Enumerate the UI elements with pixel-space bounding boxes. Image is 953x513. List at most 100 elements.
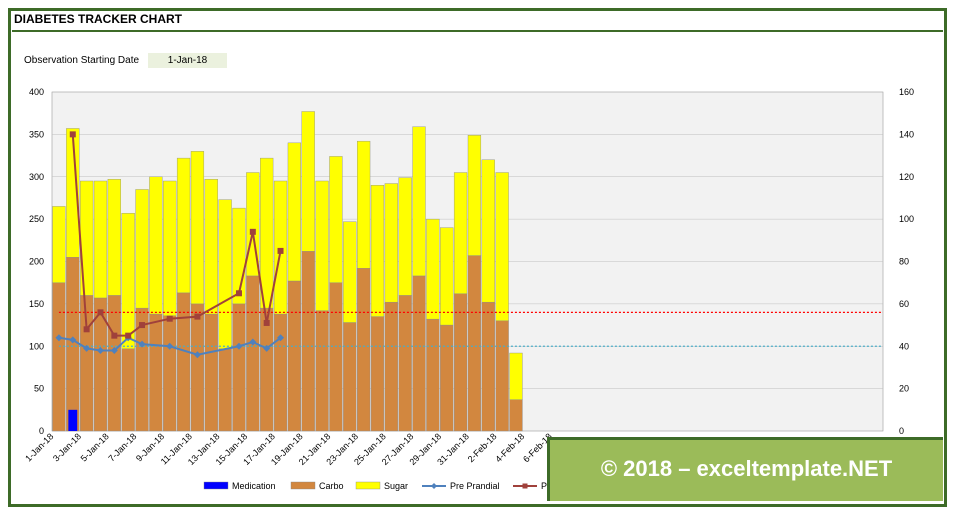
copyright-watermark: © 2018 – exceltemplate.NET bbox=[547, 437, 943, 501]
y-left-tick-label: 350 bbox=[29, 129, 44, 139]
bar-sugar bbox=[495, 172, 509, 322]
bar-sugar bbox=[467, 135, 482, 256]
pre-prandial-point bbox=[235, 342, 243, 350]
pre-prandial-point bbox=[83, 344, 91, 352]
pre-prandial-point bbox=[69, 336, 77, 344]
y-left-tick-label: 400 bbox=[29, 87, 44, 97]
bar-carbo bbox=[412, 275, 426, 432]
post-prandial-point bbox=[166, 315, 173, 322]
y-right-tick-label: 140 bbox=[899, 129, 914, 139]
pre-prandial-point bbox=[96, 346, 104, 354]
bar-carbo bbox=[384, 301, 398, 432]
bar-carbo bbox=[176, 292, 191, 432]
bar-sugar bbox=[315, 180, 329, 311]
bar-carbo bbox=[329, 282, 343, 432]
legend-swatch bbox=[355, 481, 381, 490]
pre-prandial-point bbox=[277, 334, 285, 342]
pre-prandial-point bbox=[263, 344, 271, 352]
y-right-tick-label: 60 bbox=[899, 299, 909, 309]
observation-date-label: Observation Starting Date bbox=[24, 55, 140, 66]
x-tick-label: 7-Jan-18 bbox=[106, 431, 138, 463]
bar-carbo bbox=[204, 313, 218, 432]
legend-swatch bbox=[203, 481, 229, 490]
observation-date-value[interactable]: 1-Jan-18 bbox=[148, 53, 227, 68]
y-left-tick-label: 150 bbox=[29, 299, 44, 309]
bar-sugar bbox=[287, 142, 302, 282]
bar-sugar bbox=[509, 352, 523, 400]
post-prandial-point bbox=[139, 322, 146, 329]
pre-prandial-point bbox=[166, 342, 174, 350]
bar-sugar bbox=[93, 180, 108, 299]
y-right-tick-label: 20 bbox=[899, 384, 909, 394]
bar-carbo bbox=[481, 301, 495, 432]
bar-carbo bbox=[440, 324, 454, 432]
pre-prandial-point bbox=[55, 334, 63, 342]
bar-carbo bbox=[246, 275, 260, 432]
bar-carbo bbox=[315, 310, 329, 432]
title-divider bbox=[12, 30, 943, 32]
bar-carbo bbox=[163, 315, 177, 432]
bar-carbo bbox=[301, 251, 315, 432]
bar-carbo bbox=[273, 313, 288, 432]
post-prandial-point bbox=[83, 326, 90, 333]
bar-sugar bbox=[329, 156, 343, 283]
bar-sugar bbox=[190, 151, 205, 305]
bar-sugar bbox=[384, 183, 398, 303]
bar-carbo bbox=[467, 255, 482, 432]
bar-carbo bbox=[426, 318, 440, 432]
chart-title: DIABETES TRACKER CHART bbox=[14, 12, 182, 26]
bar-carbo bbox=[66, 257, 80, 432]
legend-swatch bbox=[290, 481, 316, 490]
bar-sugar bbox=[301, 111, 315, 252]
pre-prandial-point bbox=[193, 351, 201, 359]
bar-sugar bbox=[412, 126, 426, 277]
bar-carbo bbox=[107, 295, 121, 432]
legend-marker bbox=[522, 483, 528, 489]
bar-carbo bbox=[287, 280, 302, 432]
bar-sugar bbox=[481, 159, 495, 303]
bar-carbo bbox=[52, 282, 66, 432]
post-prandial-point bbox=[249, 228, 256, 235]
x-tick-label: 5-Jan-18 bbox=[79, 431, 111, 463]
bar-sugar bbox=[204, 179, 218, 315]
pre-prandial-point bbox=[138, 340, 146, 348]
bar-sugar bbox=[426, 218, 440, 320]
y-right-tick-label: 120 bbox=[899, 172, 914, 182]
y-right-tick-label: 100 bbox=[899, 214, 914, 224]
post-prandial-point bbox=[125, 332, 132, 339]
legend-label: P bbox=[541, 481, 547, 491]
bar-sugar bbox=[440, 227, 454, 326]
bar-carbo bbox=[509, 399, 523, 432]
legend-label: Sugar bbox=[384, 481, 408, 491]
post-prandial-point bbox=[111, 332, 118, 339]
x-tick-label: 1-Jan-18 bbox=[23, 431, 55, 463]
x-tick-label: 3-Jan-18 bbox=[51, 431, 83, 463]
bar-carbo bbox=[357, 268, 371, 432]
pre-prandial-point bbox=[249, 338, 257, 346]
y-right-tick-label: 160 bbox=[899, 87, 914, 97]
y-left-tick-label: 100 bbox=[29, 341, 44, 351]
bar-sugar bbox=[398, 177, 412, 296]
post-prandial-point bbox=[97, 309, 104, 316]
bar-sugar bbox=[163, 180, 177, 316]
bar-sugar bbox=[218, 199, 232, 349]
bar-carbo bbox=[232, 303, 246, 432]
legend-label: Medication bbox=[232, 481, 276, 491]
post-prandial-point bbox=[235, 290, 242, 297]
bar-sugar bbox=[149, 176, 163, 315]
legend-label: Carbo bbox=[319, 481, 344, 491]
bar-carbo bbox=[149, 313, 163, 432]
post-prandial-point bbox=[69, 131, 76, 138]
y-left-tick-label: 200 bbox=[29, 257, 44, 267]
bar-sugar bbox=[176, 157, 191, 294]
post-prandial-point bbox=[277, 247, 284, 254]
x-tick-label: 2-Feb-18 bbox=[466, 431, 499, 464]
legend-label: Pre Prandial bbox=[450, 481, 500, 491]
bar-carbo bbox=[190, 303, 205, 432]
bar-sugar bbox=[357, 140, 371, 269]
post-prandial-point bbox=[194, 313, 201, 320]
bar-carbo bbox=[495, 320, 509, 432]
bar-sugar bbox=[66, 128, 80, 258]
bar-carbo bbox=[218, 348, 232, 432]
